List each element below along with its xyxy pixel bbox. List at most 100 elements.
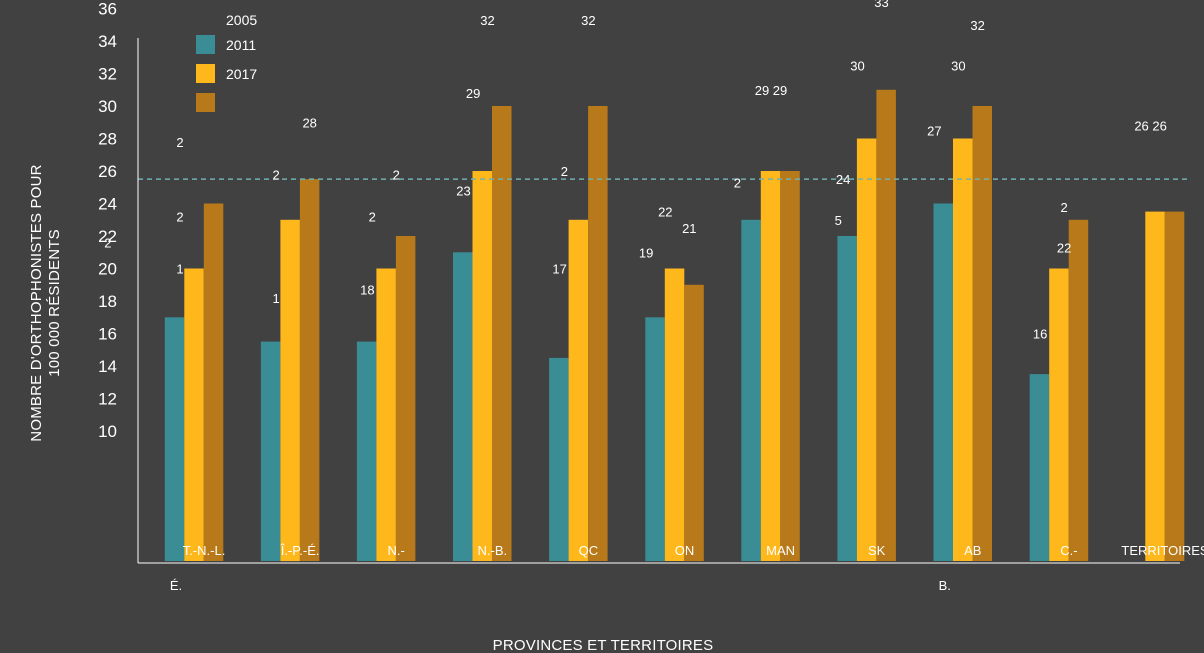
bar: [568, 219, 589, 562]
data-label: 30: [850, 58, 864, 73]
bar: [472, 171, 492, 561]
data-label: 22: [1057, 240, 1071, 255]
data-label: 32: [970, 18, 984, 33]
bar: [1068, 219, 1089, 562]
y-tick-label: 12: [98, 390, 117, 409]
data-label: 2: [1060, 200, 1067, 215]
data-label: 24: [836, 172, 850, 187]
data-label: 2: [176, 210, 183, 225]
bar: [164, 317, 185, 562]
legend-swatch: [196, 35, 215, 54]
bar: [837, 236, 857, 561]
x-axis-title: PROVINCES ET TERRITOIRES: [493, 637, 714, 653]
y-tick-label: 20: [98, 260, 117, 279]
category-label: T.-N.-L.: [183, 543, 226, 558]
y-axis-title-line1: NOMBRE D'ORTHOPHONISTES POUR: [28, 164, 45, 441]
bar: [299, 179, 320, 561]
bar: [260, 341, 281, 561]
category-label: SK: [868, 543, 886, 558]
data-label: 2: [272, 167, 279, 182]
bar: [1049, 268, 1069, 561]
bar: [780, 171, 800, 561]
legend-swatch: [196, 64, 215, 83]
bar: [933, 203, 953, 561]
category-label: ON: [675, 543, 695, 558]
category-label: AB: [964, 543, 981, 558]
y-tick-label: 30: [98, 97, 117, 116]
y-tick-label: 34: [98, 32, 117, 51]
bar: [356, 341, 377, 561]
bar: [184, 268, 204, 561]
data-label: 2: [393, 167, 400, 182]
y-tick-label: 28: [98, 130, 117, 149]
category-label: QC: [579, 543, 599, 558]
data-label: 2: [176, 135, 183, 150]
legend-label-extra: 2005: [226, 12, 257, 28]
bar: [645, 317, 665, 562]
bar: [1164, 211, 1185, 561]
data-label: 2: [561, 164, 568, 179]
bar: [1029, 374, 1050, 561]
category-sublabel: É.: [170, 578, 182, 593]
y-tick-label: 32: [98, 65, 117, 84]
bar: [1145, 211, 1165, 561]
y-tick-label: 14: [98, 357, 117, 376]
data-label: 23: [456, 184, 470, 199]
category-sublabel: B.: [939, 578, 951, 593]
y-axis-ticks: 36 34 32 30 28 26 24 22 20 18 16 14 12 10: [98, 0, 117, 441]
category-labels: T.-N.-L. É. Î.-P.-É. N.- N.-B. QC ON MAN SK AB B. C…: [170, 543, 1204, 593]
data-label: 32: [581, 13, 595, 28]
y-tick-label: 16: [98, 325, 117, 344]
bar: [395, 236, 416, 561]
category-label: MAN: [766, 543, 795, 558]
data-label: 17: [552, 262, 566, 277]
data-label: 29: [466, 86, 480, 101]
category-label: C.-: [1060, 543, 1077, 558]
data-label: 2: [104, 236, 111, 251]
data-label: 29 29: [755, 83, 788, 98]
data-label: 22: [658, 205, 672, 220]
category-label: N.-B.: [477, 543, 507, 558]
data-label: 5: [835, 213, 842, 228]
data-label: 33: [874, 0, 888, 10]
legend: 2005 2011 2017: [196, 12, 257, 112]
category-label: Î.-P.-É.: [280, 543, 320, 558]
category-label: N.-: [388, 543, 405, 558]
y-axis-title-line2: 100 000 RÉSIDENTS: [46, 229, 63, 377]
axes: [137, 38, 1180, 564]
data-label: 28: [302, 115, 316, 130]
data-label: 26 26: [1134, 119, 1167, 134]
bar: [664, 268, 685, 561]
data-label: 1: [176, 262, 183, 277]
legend-label: 2017: [226, 66, 257, 82]
legend-label: 2011: [226, 37, 256, 53]
bar: [588, 106, 608, 561]
bar: [492, 106, 512, 561]
bar: [376, 268, 396, 561]
bar: [876, 89, 896, 562]
bar: [953, 138, 973, 561]
bar: [280, 219, 300, 562]
data-label: 16: [1033, 327, 1047, 342]
bar: [856, 138, 877, 561]
bar: [684, 284, 704, 562]
bar: [972, 106, 992, 561]
y-tick-label: 10: [98, 422, 117, 441]
y-tick-label: 26: [98, 162, 117, 181]
data-label: 32: [480, 13, 494, 28]
data-label: 2: [734, 175, 741, 190]
data-label: 19: [639, 245, 653, 260]
bar: [453, 252, 473, 562]
data-label: 2: [369, 210, 376, 225]
data-label: 1: [272, 291, 279, 306]
y-tick-label: 36: [98, 0, 117, 19]
legend-swatch: [196, 93, 215, 112]
bar: [760, 171, 781, 561]
y-tick-label: 22: [98, 227, 117, 246]
bar: [203, 203, 224, 561]
data-label: 18: [360, 283, 374, 298]
bar: [549, 357, 569, 561]
data-label: 21: [682, 221, 696, 236]
y-tick-label: 18: [98, 292, 117, 311]
